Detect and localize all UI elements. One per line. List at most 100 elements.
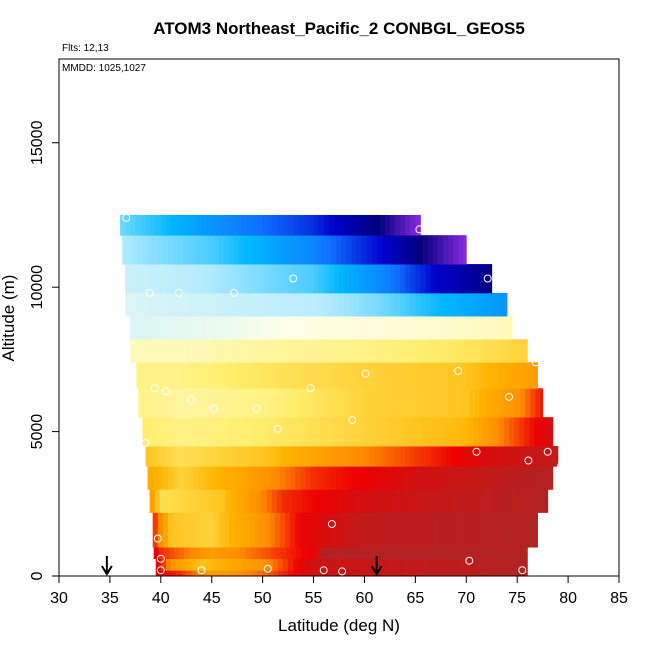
heatmap-cell	[422, 235, 428, 265]
heatmap-cell	[370, 362, 377, 389]
heatmap-cell	[223, 235, 230, 265]
heatmap-cell	[415, 292, 421, 317]
heatmap-cell	[154, 489, 161, 513]
heatmap-cell	[165, 446, 172, 467]
observation-point	[361, 369, 370, 378]
heatmap-cell	[361, 417, 367, 447]
heatmap-cell	[445, 292, 452, 317]
heatmap-cell	[378, 489, 385, 513]
heatmap-cell	[529, 466, 535, 490]
heatmap-cell	[453, 417, 459, 447]
heatmap-cell	[476, 570, 482, 577]
heatmap-cell	[303, 214, 309, 236]
heatmap-cell	[169, 489, 176, 513]
heatmap-cell	[323, 316, 330, 340]
heatmap-cell	[420, 264, 426, 294]
heatmap-cell	[249, 466, 255, 490]
heatmap-cell	[395, 214, 401, 236]
heatmap-cell	[509, 466, 515, 490]
heatmap-cell	[415, 570, 421, 577]
heatmap-cell	[432, 235, 439, 265]
heatmap-cell	[514, 417, 520, 447]
heatmap-cell	[252, 446, 258, 467]
heatmap-cell	[445, 570, 452, 577]
heatmap-cell	[135, 264, 141, 294]
heatmap-cell	[153, 388, 160, 418]
heatmap-cell	[420, 446, 426, 467]
heatmap-cell	[466, 264, 472, 294]
heatmap-cell	[389, 339, 396, 363]
heatmap-cell	[176, 339, 182, 363]
heatmap-cell	[201, 558, 208, 571]
heatmap-cell	[184, 388, 190, 418]
heatmap-cell	[351, 466, 357, 490]
heatmap-cell	[430, 570, 437, 577]
heatmap-cell	[288, 446, 294, 467]
heatmap-cell	[539, 466, 546, 490]
heatmap-cell	[145, 339, 152, 363]
heatmap-cell	[188, 235, 194, 265]
heatmap-cell	[400, 446, 406, 467]
heatmap-cell	[252, 558, 258, 571]
heatmap-cell	[351, 235, 357, 265]
heatmap-cell	[260, 547, 267, 560]
heatmap-cell	[173, 235, 179, 265]
heatmap-cell	[308, 214, 314, 236]
heatmap-cell	[142, 417, 148, 447]
heatmap-cell	[159, 489, 166, 513]
heatmap-cell	[130, 339, 136, 363]
heatmap-cell	[442, 235, 449, 265]
heatmap-cell	[244, 235, 250, 265]
heatmap-cell	[493, 417, 500, 447]
heatmap-cell	[232, 214, 238, 236]
y-tick-label: 5000	[29, 414, 46, 450]
heatmap-cell	[456, 558, 462, 571]
heatmap-cell	[461, 558, 467, 571]
heatmap-cell	[283, 316, 289, 340]
heatmap-cell	[440, 316, 447, 340]
heatmap-cell	[313, 214, 320, 236]
heatmap-cell	[152, 235, 159, 265]
heatmap-cell	[234, 512, 240, 548]
heatmap-cell	[321, 547, 328, 560]
heatmap-cell	[496, 558, 503, 571]
heatmap-cell	[376, 512, 383, 548]
heatmap-cell	[379, 446, 386, 467]
heatmap-cell	[267, 264, 274, 294]
heatmap-cell	[390, 362, 397, 389]
heatmap-cell	[206, 339, 213, 363]
heatmap-cell	[206, 316, 213, 340]
heatmap-cell	[221, 558, 228, 571]
heatmap-cell	[288, 292, 294, 317]
heatmap-cell	[255, 388, 261, 418]
heatmap-cell	[410, 264, 416, 294]
heatmap-cell	[137, 235, 143, 265]
heatmap-cell	[526, 489, 532, 513]
heatmap-cell	[272, 339, 279, 363]
heatmap-cell	[227, 292, 233, 317]
heatmap-cell	[210, 489, 217, 513]
heatmap-cell	[293, 214, 299, 236]
heatmap-cell	[320, 512, 327, 548]
heatmap-cell	[392, 547, 399, 560]
heatmap-cell	[330, 466, 337, 490]
heatmap-cell	[478, 466, 484, 490]
heatmap-cell	[344, 264, 350, 294]
heatmap-cell	[155, 339, 162, 363]
heatmap-cell	[283, 570, 289, 577]
heatmap-cell	[247, 446, 253, 467]
heatmap-cell	[125, 214, 131, 236]
heatmap-cell	[254, 466, 260, 490]
heatmap-cell	[333, 214, 340, 236]
heatmap-cell	[520, 388, 526, 418]
heatmap-cell	[458, 417, 464, 447]
heatmap-cell	[397, 512, 403, 548]
heatmap-cell	[305, 235, 311, 265]
heatmap-cell	[171, 446, 177, 467]
heatmap-cell	[339, 316, 345, 340]
heatmap-cell	[456, 264, 462, 294]
heatmap-cell	[204, 388, 211, 418]
heatmap-cell	[165, 339, 172, 363]
heatmap-cell	[349, 446, 355, 467]
chart-title: ATOM3 Northeast_Pacific_2 CONBGL_GEOS5	[153, 19, 525, 38]
